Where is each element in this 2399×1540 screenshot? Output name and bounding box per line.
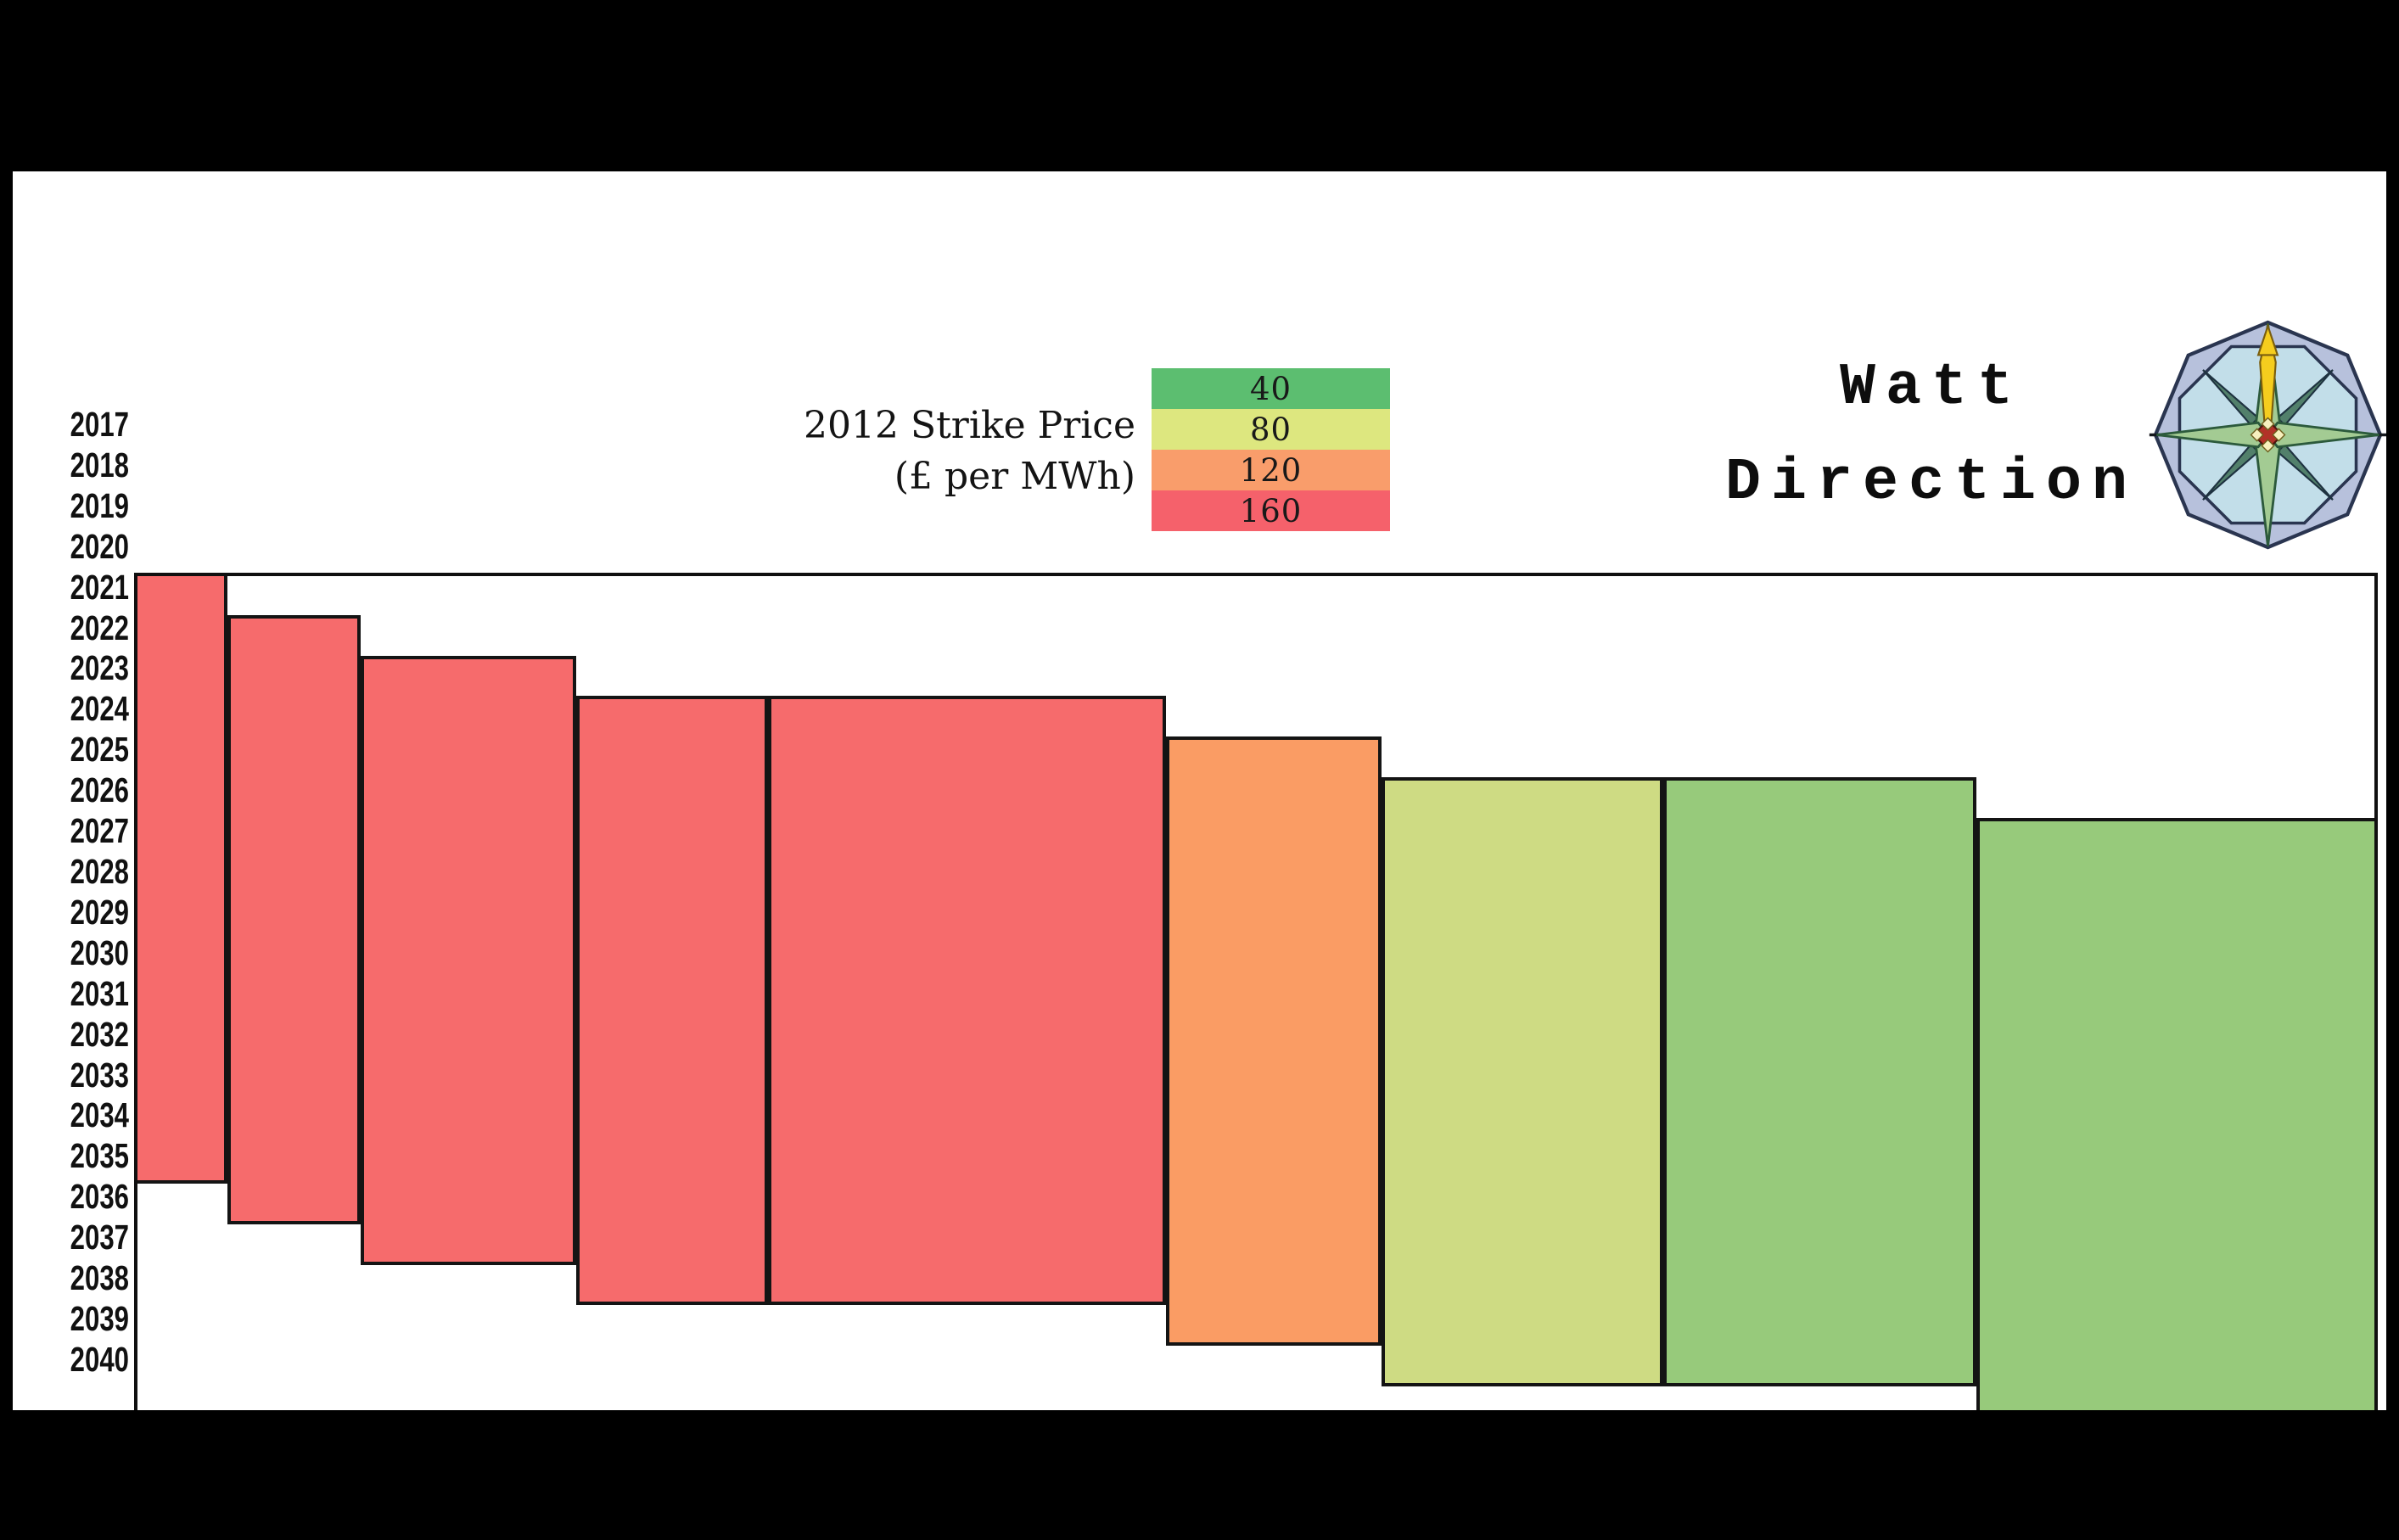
y-axis-tick-label: 2025	[70, 730, 129, 770]
wind-farm-contract-bar	[1166, 736, 1382, 1346]
y-axis-tick-label: 2023	[70, 648, 129, 688]
y-axis-tick-label: 2031	[70, 973, 129, 1013]
wind-farm-contract-bar	[1976, 818, 2378, 1427]
y-axis-tick-label: 2034	[70, 1095, 129, 1135]
wind-farm-contract-bar	[576, 695, 768, 1305]
y-axis-tick-label: 2019	[70, 485, 129, 525]
legend-entry: 80	[1152, 409, 1390, 450]
y-axis-tick-label: 2037	[70, 1218, 129, 1257]
strike-price-legend: 40 80 120 160	[1152, 368, 1390, 531]
y-axis-tick-label: 2027	[70, 811, 129, 851]
brand-line1: Watt	[1839, 355, 2024, 422]
y-axis-tick-label: 2035	[70, 1136, 129, 1176]
frame-left	[0, 0, 13, 1540]
wind-farm-contract-bar	[134, 573, 227, 1184]
y-axis-tick-label: 2032	[70, 1014, 129, 1054]
brand-wordmark: Watt Direction	[1710, 341, 2143, 531]
legend-title: 2012 Strike Price (£ per MWh)	[626, 400, 1135, 502]
brand-line2: Direction	[1724, 450, 2138, 517]
chart-canvas: 2012 Strike Price (£ per MWh) 40 80 120 160…	[13, 171, 2387, 1540]
legend-entry: 40	[1152, 368, 1390, 409]
y-axis-tick-label: 2024	[70, 689, 129, 729]
legend-title-line1: 2012 Strike Price	[804, 404, 1135, 447]
legend-entry: 120	[1152, 450, 1390, 490]
y-axis-tick-label: 2020	[70, 526, 129, 566]
y-axis-tick-label: 2039	[70, 1298, 129, 1338]
y-axis-tick-label: 2028	[70, 851, 129, 891]
y-axis-tick-label: 2033	[70, 1055, 129, 1095]
legend-entry: 160	[1152, 490, 1390, 531]
wind-farm-contract-bar	[1382, 777, 1663, 1386]
y-axis-tick-label: 2029	[70, 892, 129, 932]
frame-right	[2386, 0, 2399, 1540]
y-axis-tick-label: 2021	[70, 567, 129, 607]
y-axis-tick-label: 2022	[70, 608, 129, 647]
y-axis-tick-label: 2026	[70, 770, 129, 810]
y-axis-tick-label: 2018	[70, 445, 129, 484]
wind-farm-contract-bar	[361, 655, 576, 1266]
frame-bottom	[0, 1410, 2399, 1540]
y-axis-tick-label: 2038	[70, 1258, 129, 1298]
y-axis-tick-label: 2040	[70, 1339, 129, 1379]
wind-farm-contract-bar	[1663, 777, 1976, 1386]
legend-title-line2: (£ per MWh)	[894, 455, 1135, 498]
y-axis-tick-label: 2017	[70, 405, 129, 444]
wind-farm-contract-bar	[227, 614, 361, 1225]
y-axis-tick-label: 2030	[70, 932, 129, 972]
plot-area	[134, 573, 2378, 1540]
frame-top	[0, 0, 2399, 171]
y-axis-tick-label: 2036	[70, 1177, 129, 1217]
compass-rose-icon	[2149, 320, 2387, 550]
wind-farm-contract-bar	[768, 695, 1166, 1305]
